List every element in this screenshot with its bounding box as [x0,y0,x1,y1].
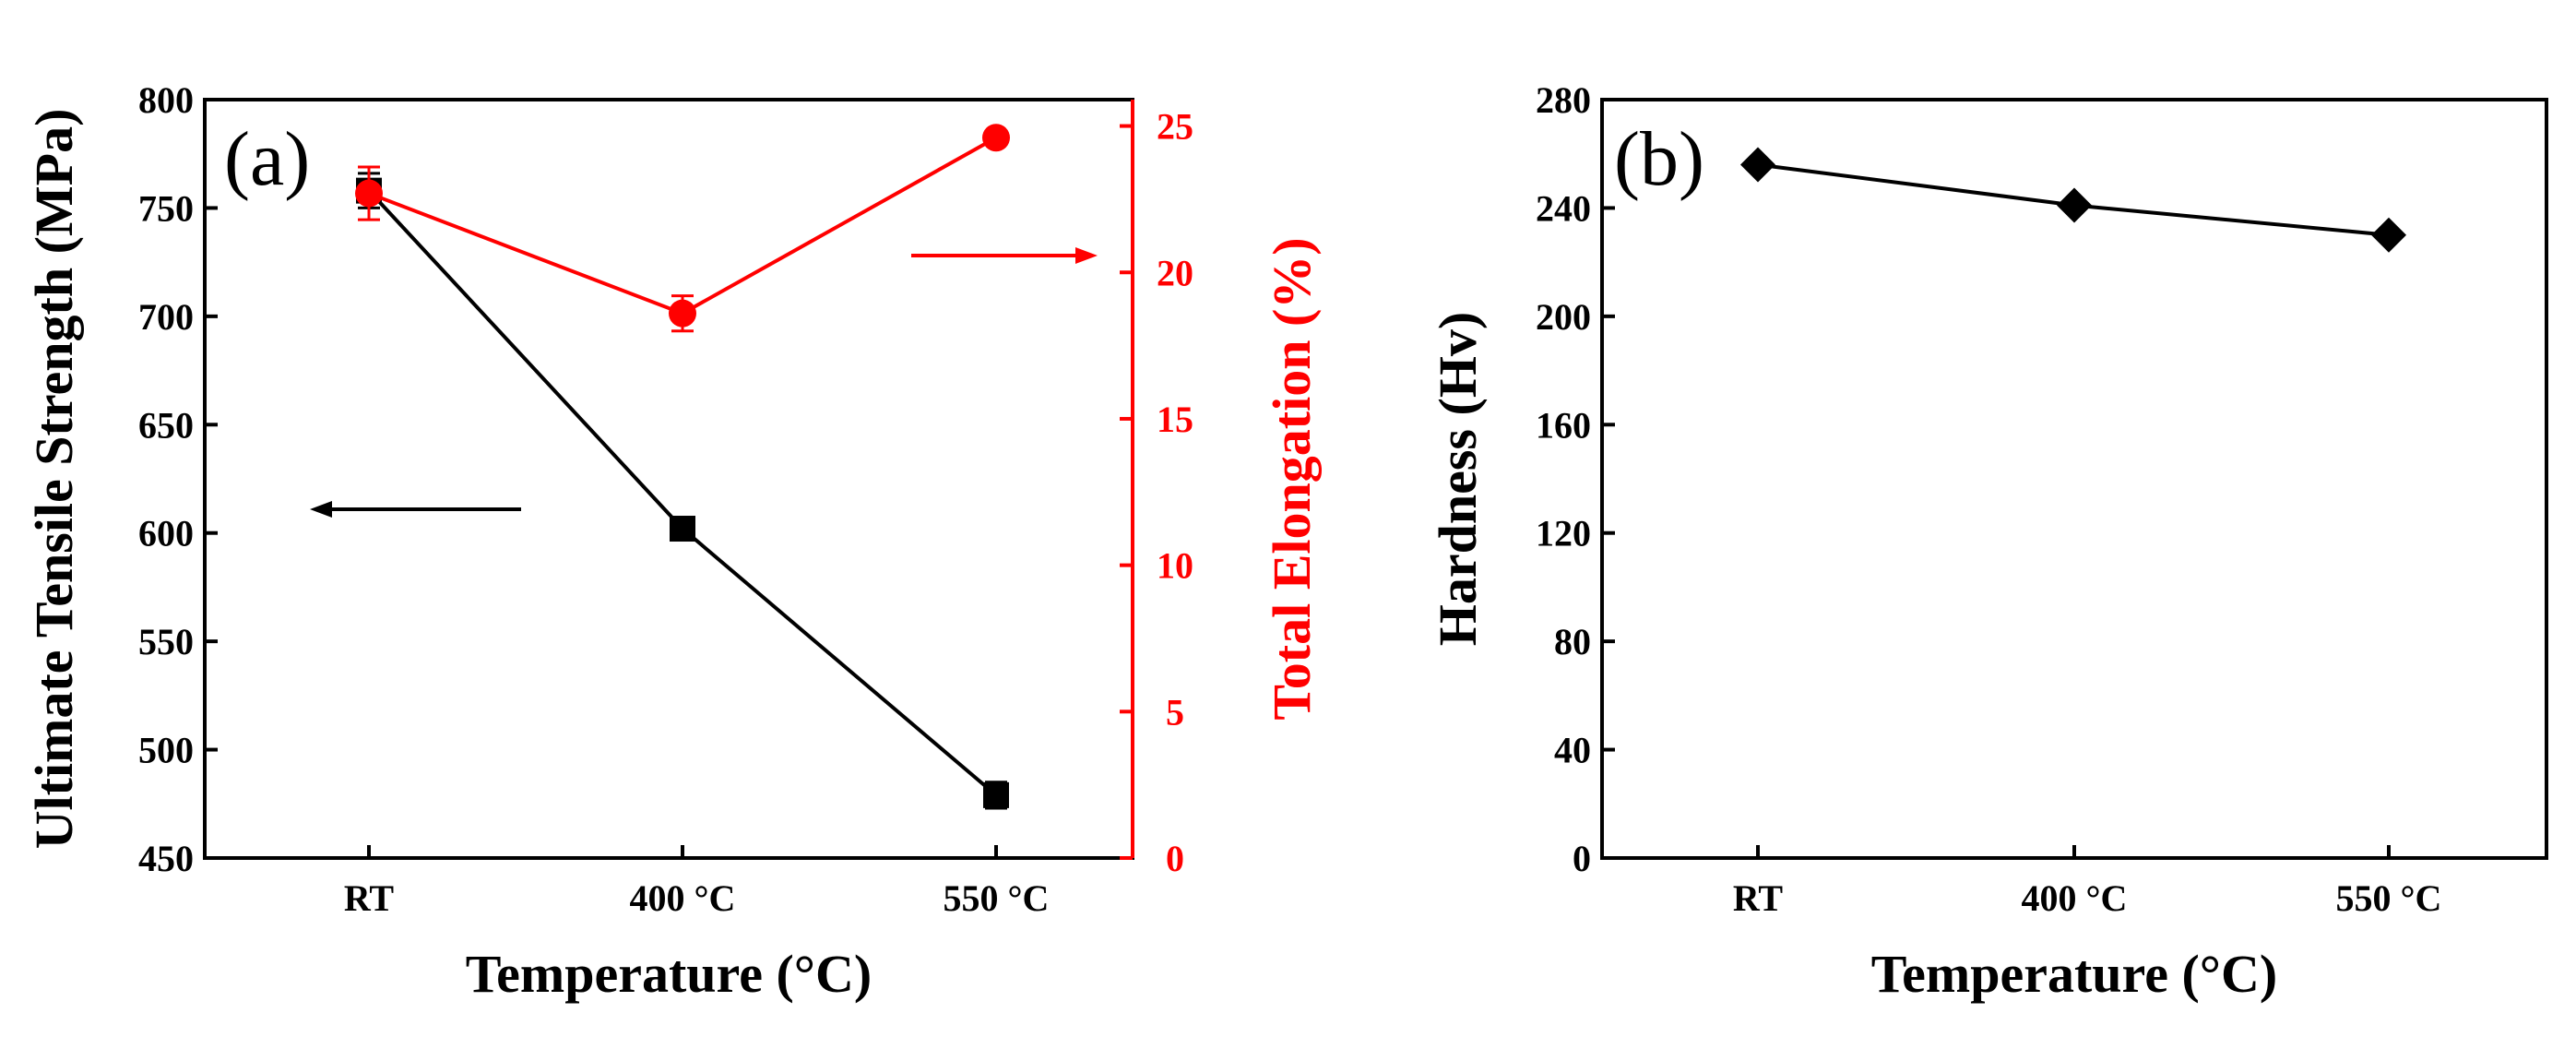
panel-a: 450 500 550 600 650 700 750 800 0 5 10 15 20 25 RT 40… [24,79,1322,1004]
left-axis-tick-label: 500 [138,730,194,771]
hardness-series-point [2371,217,2406,253]
right-axis-tick-label: 25 [1157,106,1193,148]
left-axis-tick-label: 650 [138,404,194,446]
right-axis-tick-label: 10 [1157,545,1193,587]
panel-a-x-axis: RT 400 °C 550 °C [344,845,1050,919]
right-axis-tick-label: 5 [1166,691,1184,733]
panel-a-frame [203,98,1134,860]
panel-a-x-tick-label: RT [344,877,394,919]
panel-b-x-tick-label: RT [1733,877,1783,919]
panel-a-left-axis-title: Ultimate Tensile Strength (MPa) [24,109,84,850]
elongation-series-point [669,299,696,328]
panel-b-x-axis-title: Temperature (°C) [1871,944,2277,1004]
left-axis-tick-label: 750 [138,187,194,229]
strength-series-point [670,516,695,542]
strength-series-line [367,189,998,797]
panel-b-label: (b) [1614,116,1704,202]
right-axis-tick-label: 0 [1166,838,1184,879]
hardness-axis-tick-label: 120 [1536,513,1591,554]
panel-a-right-axis-title: Total Elongation (%) [1262,237,1322,720]
left-axis-tick-label: 450 [138,838,194,879]
hardness-axis-tick-label: 240 [1536,187,1591,229]
panel-a-arrows [310,247,1098,518]
panel-b-left-axis-title: Hardness (Hv) [1428,312,1488,647]
panel-a-label: (a) [224,116,310,202]
hardness-axis-tick-label: 80 [1554,621,1591,662]
hardness-series-point [2057,187,2092,223]
left-axis-tick-label: 700 [138,296,194,338]
right-axis-tick-label: 20 [1157,252,1193,293]
panel-b-x-tick-label: 550 °C [2336,877,2442,919]
panel-a-left-axis: 450 500 550 600 650 700 750 800 [138,79,218,879]
panel-b-x-tick-label: 400 °C [2022,877,2128,919]
hardness-axis-tick-label: 200 [1536,296,1591,338]
panel-a-series [355,124,1010,810]
panel-a-x-tick-label: 550 °C [944,877,1050,919]
elongation-series-point [355,179,383,208]
panel-b-x-axis: RT 400 °C 550 °C [1733,845,2442,919]
left-axis-tick-label: 800 [138,79,194,121]
right-pointing-arrow-head [1075,247,1098,264]
right-axis-tick-label: 15 [1157,399,1193,440]
hardness-axis-tick-label: 0 [1573,838,1591,879]
elongation-series-point [982,124,1010,152]
left-axis-tick-label: 550 [138,621,194,662]
hardness-axis-tick-label: 280 [1536,79,1591,121]
left-axis-tick-label: 600 [138,513,194,554]
panel-a-right-axis: 0 5 10 15 20 25 [1120,100,1193,879]
elongation-series-line [368,136,997,316]
panel-b-series [1740,147,2406,253]
hardness-series-point [1740,147,1775,183]
left-pointing-arrow-head [310,501,332,518]
panel-a-x-tick-label: 400 °C [630,877,736,919]
hardness-axis-tick-label: 160 [1536,404,1591,446]
hardness-axis-tick-label: 40 [1554,730,1591,771]
panel-b-left-axis: 0 40 80 120 160 200 240 280 [1536,79,1615,879]
strength-series-point [983,781,1009,808]
panel-a-x-axis-title: Temperature (°C) [466,944,872,1004]
